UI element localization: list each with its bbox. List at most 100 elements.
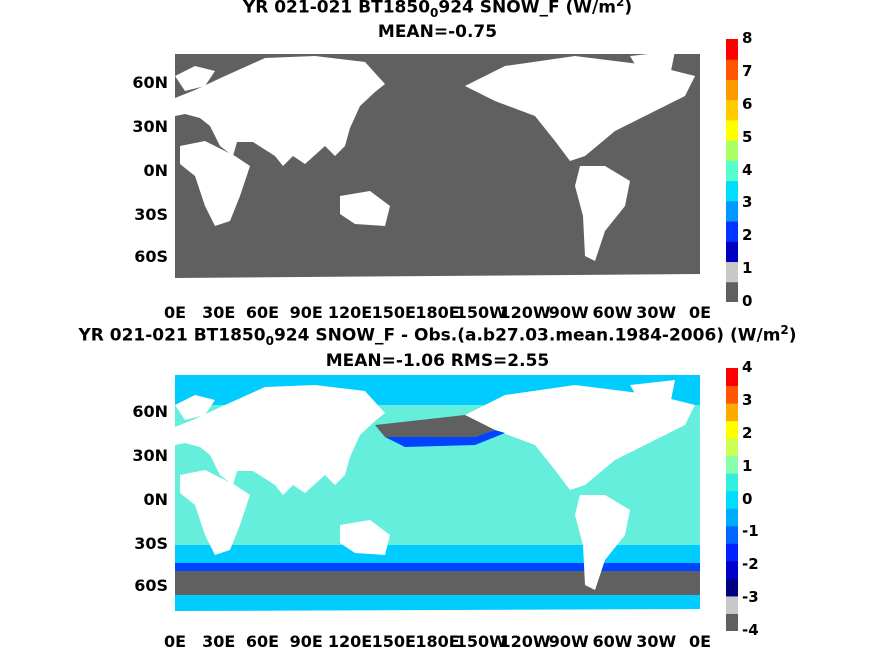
colorbar-tick-label: 1 <box>742 456 753 475</box>
longitude-label: 30W <box>636 303 677 322</box>
latitude-label: 60N <box>132 73 168 92</box>
latitude-label: 30N <box>132 117 168 136</box>
panel1-map <box>175 46 700 295</box>
colorbar-segment <box>726 403 738 422</box>
southern-ocean-band <box>175 545 700 567</box>
colorbar-segment <box>726 281 738 302</box>
colorbar-segment <box>726 455 738 474</box>
longitude-label: 150E <box>371 303 416 322</box>
antarctica <box>175 274 700 295</box>
south-america <box>575 495 630 590</box>
colorbar-tick-label: 5 <box>742 127 753 146</box>
north-pacific-gray <box>375 415 495 439</box>
colorbar-segment <box>726 490 738 509</box>
panel1-colorbar <box>726 39 738 302</box>
colorbar-segment <box>726 385 738 404</box>
colorbar-segment <box>726 99 738 121</box>
north-america <box>465 385 695 490</box>
eurasia <box>175 385 385 495</box>
colorbar-tick-label: 7 <box>742 61 753 80</box>
colorbar-segment <box>726 613 738 631</box>
antarctica <box>175 609 700 624</box>
longitude-label: 150W <box>455 303 507 322</box>
panel2-map <box>175 375 700 624</box>
latitude-label: 0N <box>143 490 168 509</box>
southern-deep-band <box>175 563 700 571</box>
eurasia <box>175 56 385 166</box>
europe-block <box>175 66 215 91</box>
colorbar-segment <box>726 473 738 492</box>
latitude-label: 30N <box>132 446 168 465</box>
longitude-label: 60W <box>592 632 633 651</box>
sea-ice-band <box>175 571 700 595</box>
longitude-label: 30E <box>202 632 236 651</box>
australia <box>340 520 390 555</box>
colorbar-segment <box>726 578 738 597</box>
colorbar-segment <box>726 221 738 242</box>
longitude-label: 90W <box>548 632 589 651</box>
colorbar-segment <box>726 200 738 222</box>
latitude-label: 30S <box>134 534 168 553</box>
colorbar-segment <box>726 595 738 614</box>
panel1-title: YR 021-021 BT18500924 SNOW_F (W/m2) <box>242 0 633 21</box>
colorbar-tick-label: -2 <box>742 555 759 574</box>
latitude-label: 60N <box>132 402 168 421</box>
longitude-label: 0E <box>688 303 712 322</box>
north-america <box>465 56 695 161</box>
colorbar-tick-label: 3 <box>742 390 753 409</box>
colorbar-segment <box>726 261 738 283</box>
panel2-title: YR 021-021 BT18500924 SNOW_F - Obs.(a.b2… <box>78 323 797 349</box>
colorbar-segment <box>726 420 738 439</box>
africa <box>180 470 250 555</box>
colorbar-tick-label: 2 <box>742 423 753 442</box>
longitude-label: 120E <box>327 632 373 651</box>
land-masses <box>175 380 700 624</box>
longitude-label: 60E <box>245 303 280 322</box>
colorbar-tick-label: 4 <box>742 160 753 179</box>
longitude-label: 30E <box>202 303 236 322</box>
greenland <box>630 380 675 410</box>
longitude-label: 180E <box>415 303 460 322</box>
colorbar-tick-label: -4 <box>742 621 759 639</box>
colorbar-segment <box>726 119 738 141</box>
panel2-colorbar <box>726 368 738 631</box>
land-masses <box>175 46 700 295</box>
colorbar-tick-label: 0 <box>742 489 753 508</box>
panel1-mean: MEAN=-0.75 <box>377 22 498 42</box>
colorbar-tick-label: 1 <box>742 259 753 278</box>
colorbar-tick-label: 4 <box>742 358 753 376</box>
south-america <box>575 166 630 261</box>
longitude-label: 60W <box>592 303 633 322</box>
north-pacific-deep <box>385 430 505 447</box>
colorbar-segment <box>726 180 738 202</box>
longitude-label: 120W <box>499 303 551 322</box>
latitude-label: 60S <box>134 576 168 595</box>
longitude-label: 90W <box>548 303 589 322</box>
colorbar-segment <box>726 438 738 457</box>
colorbar-segment <box>726 241 738 263</box>
panel2-mean: MEAN=-1.06 RMS=2.55 <box>325 351 550 371</box>
colorbar-tick-label: 6 <box>742 94 753 113</box>
colorbar-segment <box>726 525 738 544</box>
colorbar-segment <box>726 79 738 101</box>
colorbar-tick-label: 2 <box>742 226 753 245</box>
colorbar-segment <box>726 508 738 527</box>
longitude-label: 150W <box>455 632 507 651</box>
colorbar-tick-label: 0 <box>742 292 753 310</box>
australia <box>340 191 390 226</box>
longitude-label: 150E <box>371 632 416 651</box>
colorbar-tick-label: -1 <box>742 522 759 541</box>
longitude-label: 120E <box>327 303 373 322</box>
colorbar-segment <box>726 368 738 387</box>
colorbar-segment <box>726 560 738 579</box>
longitude-label: 0E <box>163 303 187 322</box>
colorbar-segment <box>726 140 738 161</box>
longitude-label: 90E <box>289 632 323 651</box>
africa <box>180 141 250 226</box>
colorbar-tick-label: -3 <box>742 588 759 607</box>
colorbar-tick-label: 3 <box>742 193 753 212</box>
longitude-label: 0E <box>163 632 187 651</box>
antarctic-edge-band <box>175 595 700 611</box>
longitude-label: 60E <box>245 632 280 651</box>
colorbar-segment <box>726 39 738 60</box>
